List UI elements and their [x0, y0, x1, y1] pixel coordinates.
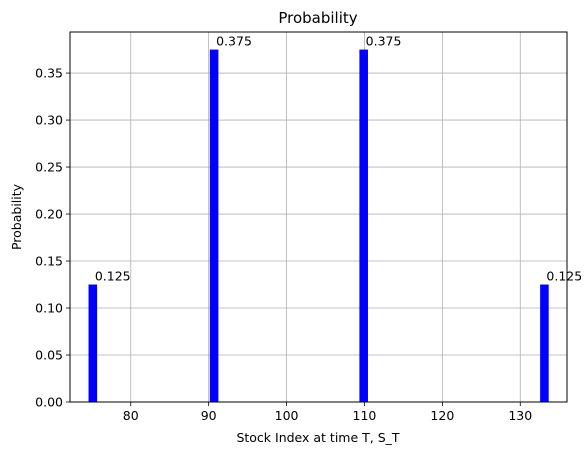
y-tick-label: 0.25	[35, 160, 63, 175]
y-axis-ticks: 0.00 0.05 0.10 0.15 0.20 0.25 0.30 0.35	[35, 66, 70, 410]
plot-frame	[69, 31, 568, 403]
bar-value-label: 0.125	[546, 269, 582, 284]
x-axis-ticks: 80 90 100 110 120 130	[123, 402, 532, 423]
y-tick-label: 0.00	[35, 395, 63, 410]
x-axis-label: Stock Index at time T, S_T	[236, 430, 399, 445]
x-tick-label: 80	[123, 408, 139, 423]
y-tick-label: 0.05	[35, 348, 63, 363]
chart-title: Probability	[278, 9, 357, 27]
y-axis-label: Probability	[9, 183, 24, 250]
y-tick-label: 0.15	[35, 254, 63, 269]
y-tick-label: 0.10	[35, 301, 63, 316]
bar	[359, 49, 368, 403]
y-tick-label: 0.30	[35, 113, 63, 128]
grid-lines	[70, 32, 567, 403]
x-tick-label: 130	[508, 408, 532, 423]
bar-value-label: 0.375	[366, 34, 402, 49]
data-labels: 0.125 0.375 0.375 0.125	[95, 34, 582, 284]
x-tick-label: 90	[201, 408, 217, 423]
bar-value-label: 0.375	[216, 34, 252, 49]
x-tick-label: 110	[353, 408, 377, 423]
bar	[88, 284, 98, 402]
x-tick-label: 120	[430, 408, 454, 423]
bar	[540, 284, 549, 402]
y-tick-label: 0.35	[35, 66, 63, 81]
y-tick-label: 0.20	[35, 207, 63, 222]
bar	[209, 49, 219, 403]
x-tick-label: 100	[275, 408, 299, 423]
bars	[88, 49, 549, 403]
bar-value-label: 0.125	[95, 269, 131, 284]
